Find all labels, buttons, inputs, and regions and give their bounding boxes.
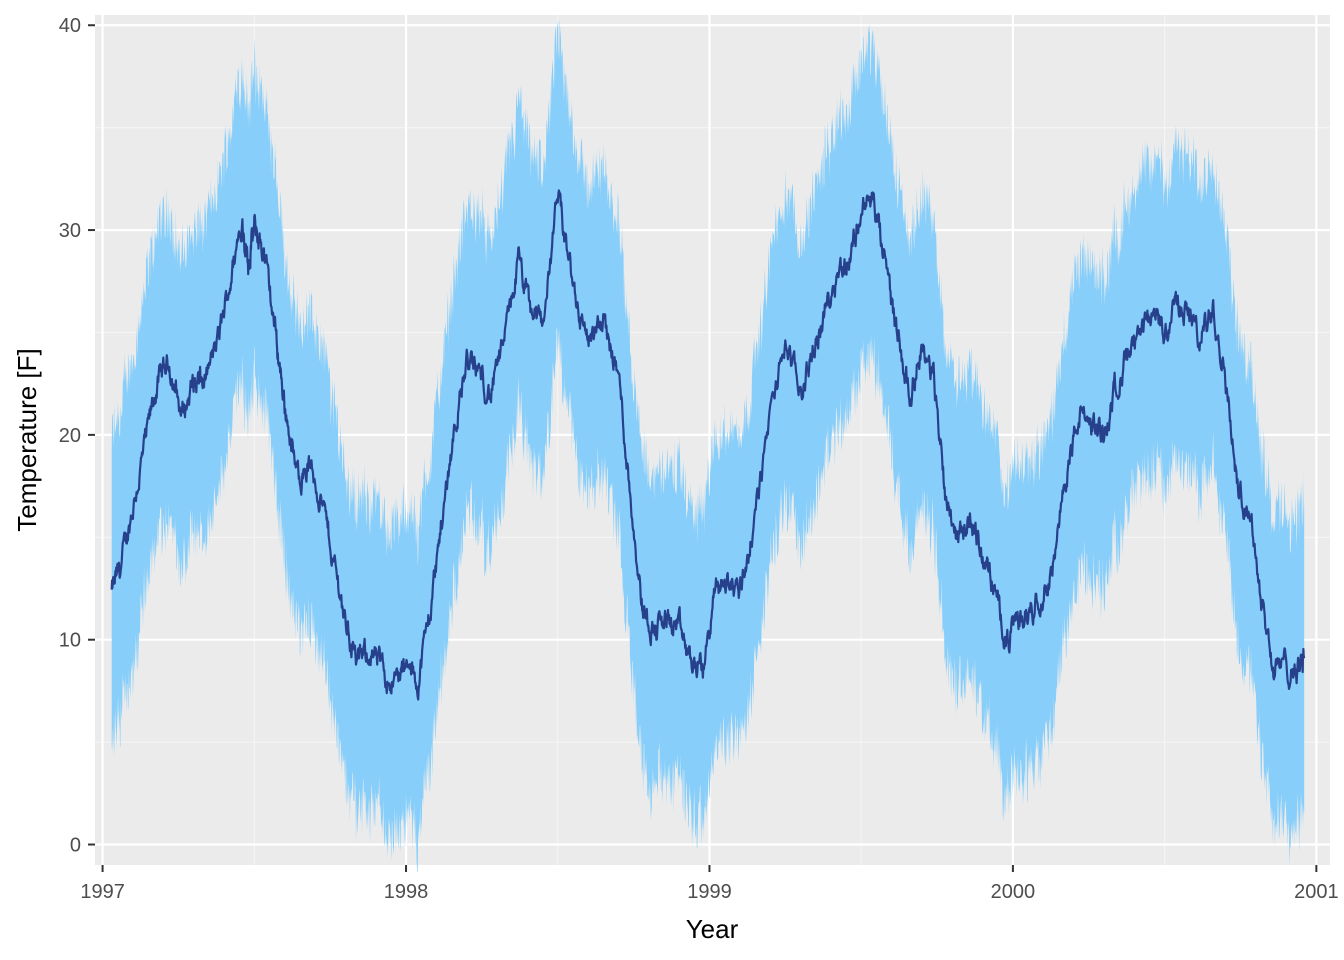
x-tick-label: 2000 bbox=[991, 881, 1036, 903]
y-axis-title: Temperature [F] bbox=[12, 348, 42, 532]
x-tick-label: 1998 bbox=[384, 881, 429, 903]
y-axis-ticks: 0 10 20 30 40 bbox=[59, 15, 95, 857]
x-tick-label: 1997 bbox=[80, 881, 125, 903]
y-tick-label: 10 bbox=[59, 630, 81, 652]
temperature-range-ribbon bbox=[111, 19, 1305, 873]
x-tick-label: 1999 bbox=[687, 881, 732, 903]
x-axis-title: Year bbox=[686, 914, 739, 944]
mean-temperature-line bbox=[110, 189, 1306, 701]
y-tick-label: 0 bbox=[70, 835, 81, 857]
y-tick-label: 40 bbox=[59, 15, 81, 37]
x-tick-label: 2001 bbox=[1294, 881, 1339, 903]
y-tick-label: 30 bbox=[59, 220, 81, 242]
y-tick-label: 20 bbox=[59, 425, 81, 447]
x-axis-ticks: 1997 1998 1999 2000 2001 bbox=[80, 865, 1339, 903]
